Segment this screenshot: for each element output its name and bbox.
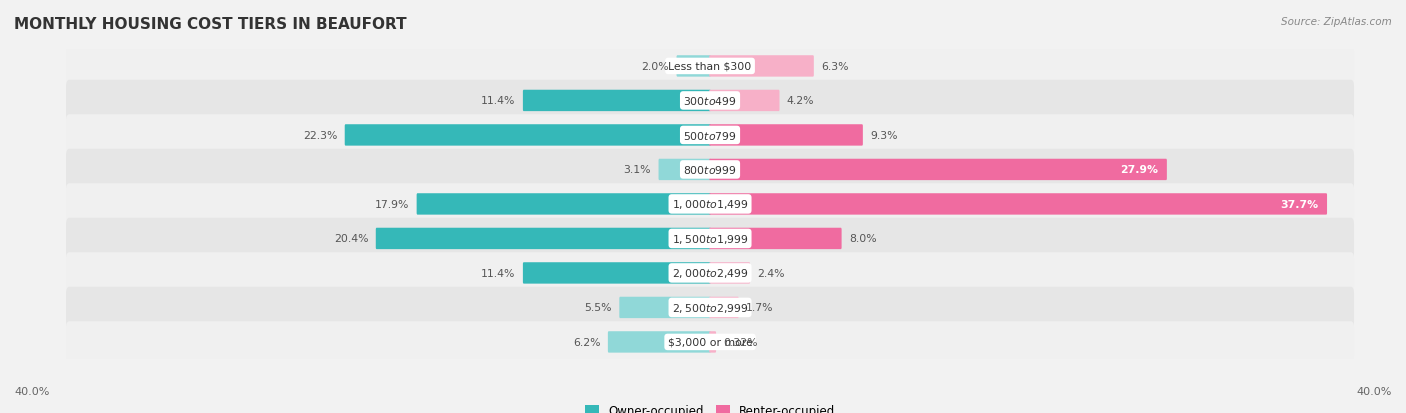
Text: 17.9%: 17.9% — [375, 199, 409, 209]
Text: 4.2%: 4.2% — [787, 96, 814, 106]
Text: 6.3%: 6.3% — [821, 62, 849, 72]
Text: $2,500 to $2,999: $2,500 to $2,999 — [672, 301, 748, 314]
Text: 8.0%: 8.0% — [849, 234, 876, 244]
Text: 27.9%: 27.9% — [1119, 165, 1159, 175]
FancyBboxPatch shape — [709, 56, 814, 78]
Text: MONTHLY HOUSING COST TIERS IN BEAUFORT: MONTHLY HOUSING COST TIERS IN BEAUFORT — [14, 17, 406, 31]
FancyBboxPatch shape — [709, 194, 1327, 215]
Text: $300 to $499: $300 to $499 — [683, 95, 737, 107]
FancyBboxPatch shape — [523, 263, 711, 284]
Text: 40.0%: 40.0% — [1357, 387, 1392, 396]
FancyBboxPatch shape — [709, 125, 863, 146]
Text: 37.7%: 37.7% — [1279, 199, 1317, 209]
FancyBboxPatch shape — [709, 331, 716, 353]
Text: 5.5%: 5.5% — [585, 303, 612, 313]
Text: 9.3%: 9.3% — [870, 131, 897, 140]
FancyBboxPatch shape — [66, 287, 1354, 328]
FancyBboxPatch shape — [66, 81, 1354, 122]
FancyBboxPatch shape — [709, 297, 738, 318]
Text: 2.0%: 2.0% — [641, 62, 669, 72]
FancyBboxPatch shape — [66, 150, 1354, 191]
FancyBboxPatch shape — [66, 115, 1354, 156]
FancyBboxPatch shape — [676, 56, 711, 78]
FancyBboxPatch shape — [619, 297, 711, 318]
FancyBboxPatch shape — [607, 331, 711, 353]
FancyBboxPatch shape — [344, 125, 711, 146]
FancyBboxPatch shape — [66, 321, 1354, 363]
FancyBboxPatch shape — [416, 194, 711, 215]
Text: $1,000 to $1,499: $1,000 to $1,499 — [672, 198, 748, 211]
FancyBboxPatch shape — [658, 159, 711, 181]
Legend: Owner-occupied, Renter-occupied: Owner-occupied, Renter-occupied — [579, 399, 841, 413]
Text: $800 to $999: $800 to $999 — [683, 164, 737, 176]
Text: Source: ZipAtlas.com: Source: ZipAtlas.com — [1281, 17, 1392, 26]
Text: 11.4%: 11.4% — [481, 96, 516, 106]
Text: 3.1%: 3.1% — [624, 165, 651, 175]
FancyBboxPatch shape — [523, 90, 711, 112]
Text: 2.4%: 2.4% — [758, 268, 785, 278]
FancyBboxPatch shape — [709, 90, 779, 112]
Text: $3,000 or more: $3,000 or more — [668, 337, 752, 347]
Text: 6.2%: 6.2% — [574, 337, 600, 347]
FancyBboxPatch shape — [66, 184, 1354, 225]
FancyBboxPatch shape — [709, 263, 749, 284]
Text: 20.4%: 20.4% — [333, 234, 368, 244]
Text: 1.7%: 1.7% — [747, 303, 773, 313]
Text: 11.4%: 11.4% — [481, 268, 516, 278]
FancyBboxPatch shape — [709, 228, 842, 249]
FancyBboxPatch shape — [375, 228, 711, 249]
Text: $500 to $799: $500 to $799 — [683, 130, 737, 142]
Text: 22.3%: 22.3% — [304, 131, 337, 140]
FancyBboxPatch shape — [66, 46, 1354, 88]
Text: $1,500 to $1,999: $1,500 to $1,999 — [672, 233, 748, 245]
Text: 40.0%: 40.0% — [14, 387, 49, 396]
Text: $2,000 to $2,499: $2,000 to $2,499 — [672, 267, 748, 280]
Text: Less than $300: Less than $300 — [668, 62, 752, 72]
FancyBboxPatch shape — [66, 253, 1354, 294]
Text: 0.32%: 0.32% — [724, 337, 758, 347]
FancyBboxPatch shape — [66, 218, 1354, 259]
FancyBboxPatch shape — [709, 159, 1167, 181]
